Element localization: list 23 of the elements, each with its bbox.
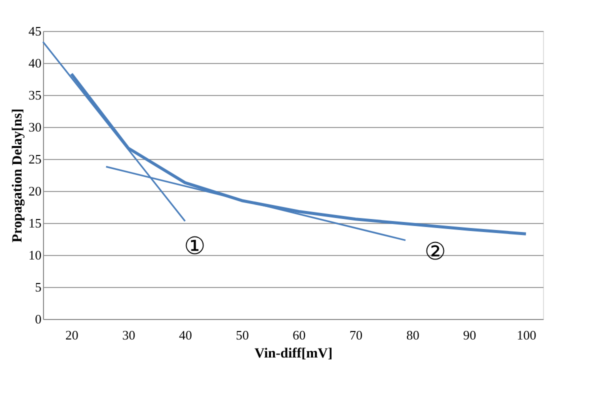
y-tick-label: 20 [28, 184, 42, 198]
x-tick-label: 30 [122, 328, 136, 342]
x-tick-label: 40 [179, 328, 192, 342]
x-axis-title: Vin-diff[mV] [254, 346, 333, 362]
y-tick-label: 0 [35, 312, 42, 326]
y-tick-label: 40 [28, 56, 42, 70]
x-tick-label: 60 [292, 328, 306, 342]
y-tick-label: 5 [35, 280, 42, 294]
y-axis-title: Propagation Delay[ns] [10, 108, 26, 242]
x-tick-label: 50 [236, 328, 249, 342]
x-tick-label: 90 [463, 328, 476, 342]
y-tick-label: 35 [28, 88, 42, 102]
x-tick-label: 100 [516, 328, 536, 342]
y-tick-label: 10 [28, 248, 42, 262]
y-tick-label: 25 [28, 152, 42, 166]
annotation: ① [184, 234, 206, 260]
y-tick-label: 15 [28, 216, 42, 230]
y-tick-label: 30 [28, 120, 42, 134]
y-tick-label: 45 [28, 24, 42, 38]
x-tick-label: 80 [406, 328, 420, 342]
x-tick-label: 20 [65, 328, 78, 342]
annotation: ② [424, 239, 446, 266]
x-tick-label: 70 [350, 328, 362, 342]
